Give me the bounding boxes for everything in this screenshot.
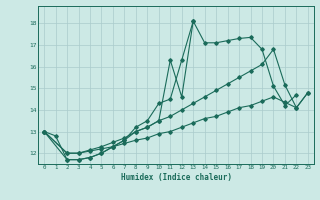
X-axis label: Humidex (Indice chaleur): Humidex (Indice chaleur) — [121, 173, 231, 182]
